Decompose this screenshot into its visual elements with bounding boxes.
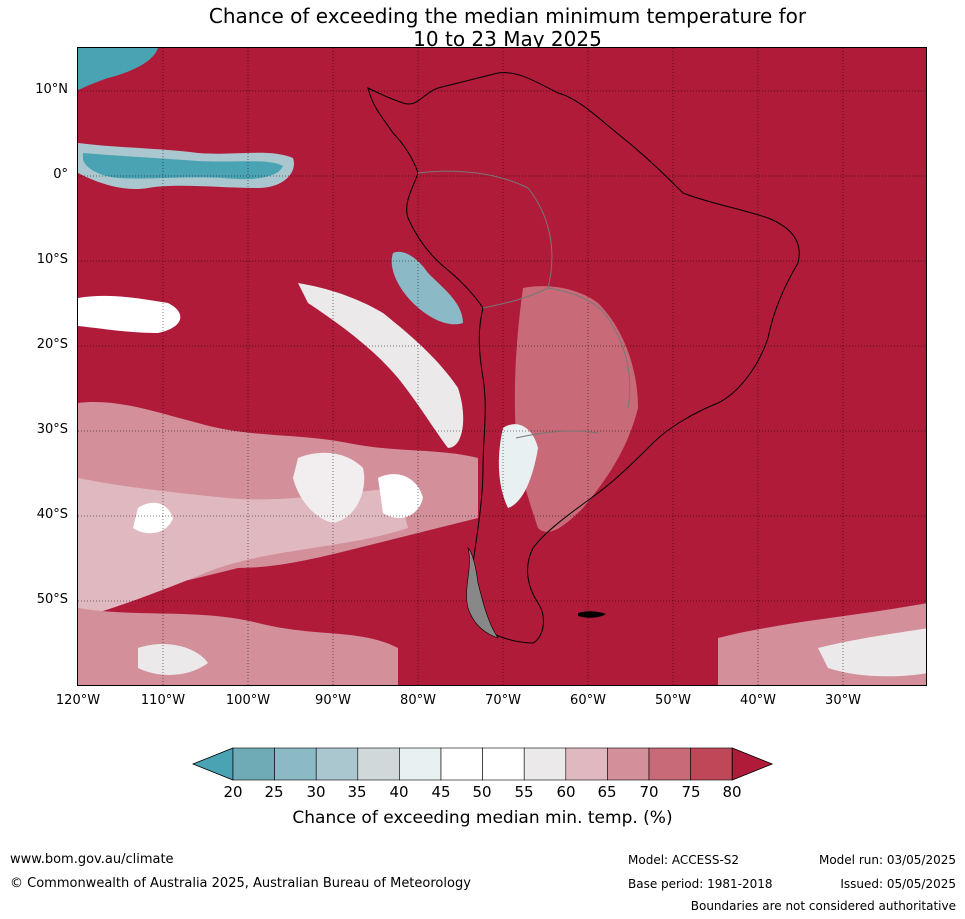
colorbar-segment	[357, 747, 400, 781]
lat-label-10n: 10°N	[35, 82, 68, 97]
country-borders	[417, 170, 631, 439]
colorbar-arrow-low	[191, 747, 234, 781]
footer-website: www.bom.gov.au/climate	[10, 852, 174, 867]
colorbar-segment	[232, 747, 275, 781]
colorbar-tick: 70	[639, 783, 659, 801]
map-svg	[78, 48, 926, 685]
colorbar-tick: 40	[389, 783, 409, 801]
colorbar-tick: 80	[722, 783, 742, 801]
footer-boundaries-note: Boundaries are not considered authoritat…	[690, 899, 956, 913]
colorbar-title: Chance of exceeding median min. temp. (%…	[292, 808, 673, 828]
western-pacific-white	[78, 295, 181, 333]
map-title: Chance of exceeding the median minimum t…	[0, 5, 965, 51]
southern-white-patch-3	[378, 474, 423, 518]
footer-model-run: Model run: 03/05/2025	[818, 853, 956, 867]
lon-label-30w: 30°W	[825, 693, 861, 708]
argentina-anomaly	[514, 286, 638, 532]
colorbar-segment	[690, 747, 733, 781]
colorbar	[191, 747, 774, 781]
colorbar-segment	[648, 747, 691, 781]
footer-issued: Issued: 05/05/2025	[840, 877, 956, 891]
footer-copyright: © Commonwealth of Australia 2025, Austra…	[10, 876, 471, 891]
lat-label-20s: 20°S	[36, 337, 68, 352]
colorbar-arrow-high	[731, 747, 774, 781]
colorbar-segment	[565, 747, 608, 781]
colorbar-tick: 60	[556, 783, 576, 801]
south-america-coastline	[367, 72, 800, 644]
colorbar-tick: 20	[223, 783, 243, 801]
title-line-1: Chance of exceeding the median minimum t…	[208, 4, 807, 28]
lon-label-70w: 70°W	[485, 693, 521, 708]
lat-label-10s: 10°S	[36, 252, 68, 267]
colorbar-segment	[315, 747, 359, 781]
lon-label-40w: 40°W	[740, 693, 776, 708]
colorbar-tick: 35	[347, 783, 367, 801]
colorbar-segment	[482, 747, 525, 781]
colorbar-tick: 65	[597, 783, 617, 801]
footer-model: Model: ACCESS-S2	[628, 853, 740, 867]
colorbar-segment	[399, 747, 442, 781]
lat-label-50s: 50°S	[36, 592, 68, 607]
peru-coast-blue	[391, 251, 463, 325]
equatorial-blue-core	[83, 153, 283, 180]
lon-label-80w: 80°W	[400, 693, 436, 708]
colorbar-segment	[523, 747, 567, 781]
southeast-white	[818, 628, 926, 677]
lon-label-110w: 110°W	[140, 693, 186, 708]
lat-label-40s: 40°S	[36, 507, 68, 522]
lon-label-60w: 60°W	[570, 693, 606, 708]
footer-base-period: Base period: 1981-2018	[628, 877, 773, 891]
colorbar-tick: 25	[264, 783, 284, 801]
colorbar-segment	[274, 747, 317, 781]
peru-coast-white	[298, 283, 464, 448]
graticule	[78, 48, 926, 685]
colorbar-tick: 50	[472, 783, 492, 801]
colorbar-tick: 45	[431, 783, 451, 801]
colorbar-tick: 55	[514, 783, 534, 801]
lon-label-90w: 90°W	[315, 693, 351, 708]
colorbar-tick: 75	[681, 783, 701, 801]
map-background	[78, 48, 926, 685]
patagonia-fjords	[466, 547, 499, 639]
falkland-islands	[578, 611, 606, 618]
lat-label-30s: 30°S	[36, 422, 68, 437]
northwest-blue-patch	[78, 48, 158, 90]
lon-label-100w: 100°W	[225, 693, 271, 708]
map-area	[77, 47, 927, 686]
lon-label-50w: 50°W	[655, 693, 691, 708]
title-line-2: 10 to 23 May 2025	[413, 27, 602, 51]
south-bottom-white	[138, 643, 208, 675]
colorbar-segment	[607, 747, 650, 781]
colorbar-tick: 30	[306, 783, 326, 801]
southern-white-patch-2	[293, 452, 365, 523]
argentina-anomaly-light	[498, 424, 538, 508]
colorbar-segment	[440, 747, 483, 781]
lon-label-120w: 120°W	[55, 693, 101, 708]
lat-label-0: 0°	[53, 167, 68, 182]
